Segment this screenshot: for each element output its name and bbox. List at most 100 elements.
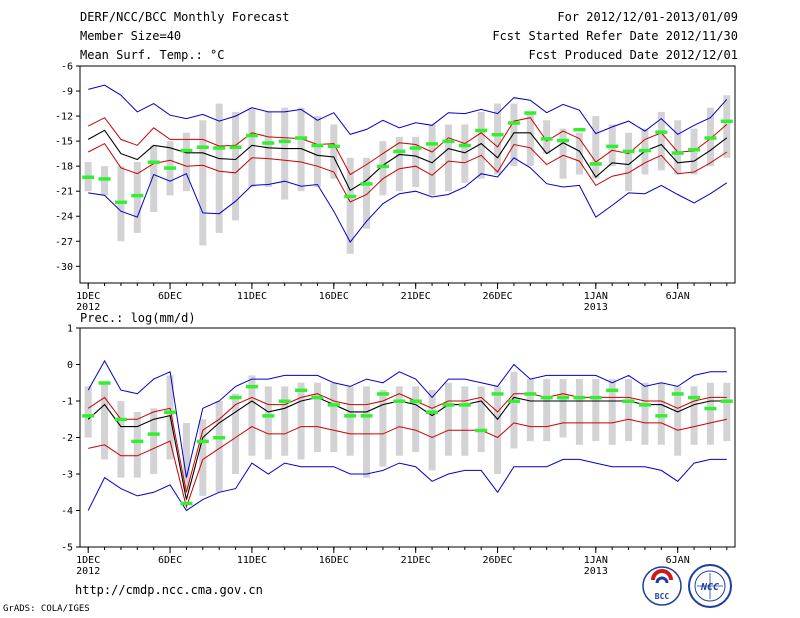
observed-marker-day-29 [540, 137, 553, 141]
observed-marker-day-40 [720, 119, 733, 124]
produced-date: Fcst Produced Date 2012/12/01 [528, 48, 738, 62]
spread-box-day-28 [526, 111, 534, 167]
observed-marker-day-30 [557, 395, 570, 400]
observed-marker-day-7 [180, 148, 193, 153]
spread-box-day-16 [330, 382, 338, 453]
observed-marker-day-21 [409, 146, 422, 150]
series-line-upper [87, 393, 727, 493]
spread-box-day-25 [477, 386, 485, 453]
observed-marker-day-38 [688, 395, 701, 400]
x-tick-label: 21DEC [401, 555, 431, 566]
series-line-min [88, 157, 728, 244]
spread-box-day-39 [706, 382, 714, 445]
x-tick-year-label: 2013 [584, 302, 608, 313]
spread-box-day-36 [657, 382, 665, 445]
spread-box-day-31 [575, 132, 583, 175]
observed-marker-day-31 [573, 127, 586, 132]
series-line-mean [87, 396, 727, 500]
spread-box-day-23 [444, 382, 452, 456]
spread-box-day-4 [133, 161, 141, 233]
spread-box-day-34 [625, 132, 633, 192]
forecast-period: For 2012/12/01-2013/01/09 [557, 10, 738, 24]
spread-box-day-32 [592, 116, 600, 179]
observed-marker-day-29 [540, 395, 553, 400]
spread-box-day-12 [264, 386, 272, 460]
observed-marker-day-19 [376, 392, 389, 396]
x-tick-label: 16DEC [319, 555, 349, 566]
x-tick-label: 6DEC [158, 555, 182, 566]
spread-box-day-13 [281, 386, 289, 456]
observed-marker-day-12 [262, 141, 275, 145]
y-tick-label: -30 [55, 262, 73, 273]
observed-marker-day-3 [114, 417, 127, 422]
observed-marker-day-28 [524, 111, 537, 115]
observed-marker-day-32 [589, 162, 602, 166]
spread-box-day-37 [674, 120, 682, 175]
observed-marker-day-40 [720, 399, 733, 403]
observed-marker-day-6 [164, 166, 177, 170]
y-tick-label: -12 [55, 112, 73, 123]
observed-marker-day-39 [704, 136, 717, 140]
observed-marker-day-30 [557, 138, 570, 143]
spread-box-day-17 [346, 157, 354, 254]
observed-marker-day-27 [507, 121, 520, 125]
observed-marker-day-27 [507, 399, 520, 403]
observed-marker-day-21 [409, 399, 422, 403]
observed-marker-day-15 [311, 395, 324, 400]
observed-marker-day-20 [393, 399, 406, 403]
spread-box-day-9 [215, 103, 223, 233]
observed-marker-day-4 [131, 439, 144, 444]
observed-marker-day-13 [278, 399, 291, 403]
x-tick-label: 1JAN [584, 291, 608, 302]
observed-marker-day-8 [196, 439, 209, 444]
spread-box-day-24 [461, 124, 469, 183]
spread-box-day-9 [215, 401, 223, 493]
observed-marker-day-34 [622, 149, 635, 154]
y-tick-label: -21 [55, 187, 73, 198]
spread-box-day-11 [248, 107, 256, 188]
observed-marker-day-22 [426, 142, 439, 146]
x-tick-label: 11DEC [237, 291, 267, 302]
series-line-max [88, 84, 728, 136]
x-tick-label: 1JAN [584, 555, 608, 566]
x-tick-year-label: 2012 [76, 566, 100, 577]
observed-marker-day-38 [688, 147, 701, 152]
spread-box-day-20 [395, 386, 403, 456]
observed-marker-day-34 [622, 399, 635, 403]
spread-box-day-7 [182, 132, 190, 192]
precip-label: Prec.: log(mm/d) [80, 311, 196, 325]
y-tick-label: -1 [61, 397, 73, 408]
observed-marker-day-32 [589, 395, 602, 400]
observed-marker-day-5 [147, 432, 160, 436]
observed-marker-day-35 [638, 148, 651, 153]
spread-box-day-29 [543, 379, 551, 442]
observed-marker-day-33 [606, 144, 619, 149]
spread-box-day-11 [248, 375, 256, 456]
observed-marker-day-4 [131, 193, 144, 198]
series-line-max [87, 359, 727, 478]
spread-box-day-19 [379, 390, 387, 467]
x-tick-label: 11DEC [237, 555, 267, 566]
spread-box-day-31 [575, 379, 583, 445]
observed-marker-day-3 [114, 200, 127, 205]
series-line-lower [88, 418, 727, 509]
spread-box-day-21 [412, 386, 420, 453]
spread-box-day-2 [101, 166, 109, 196]
member-size: Member Size=40 [80, 29, 182, 43]
spread-box-day-17 [346, 386, 354, 456]
series-line-mean [87, 129, 728, 192]
observed-marker-day-23 [442, 139, 455, 144]
observed-marker-day-28 [524, 392, 537, 396]
observed-marker-day-14 [295, 136, 308, 140]
grads-credit: GrADS: COLA/IGES [3, 604, 90, 614]
y-tick-label: -3 [61, 470, 73, 481]
spread-box-day-23 [444, 124, 452, 192]
spread-box-day-24 [461, 386, 469, 456]
observed-marker-day-13 [278, 139, 291, 144]
spread-box-day-40 [723, 382, 731, 442]
source-url[interactable]: http://cmdp.ncc.cma.gov.cn [75, 583, 263, 597]
y-tick-label: -6 [61, 62, 73, 73]
observed-marker-day-37 [671, 392, 684, 396]
spread-box-day-15 [313, 382, 321, 453]
